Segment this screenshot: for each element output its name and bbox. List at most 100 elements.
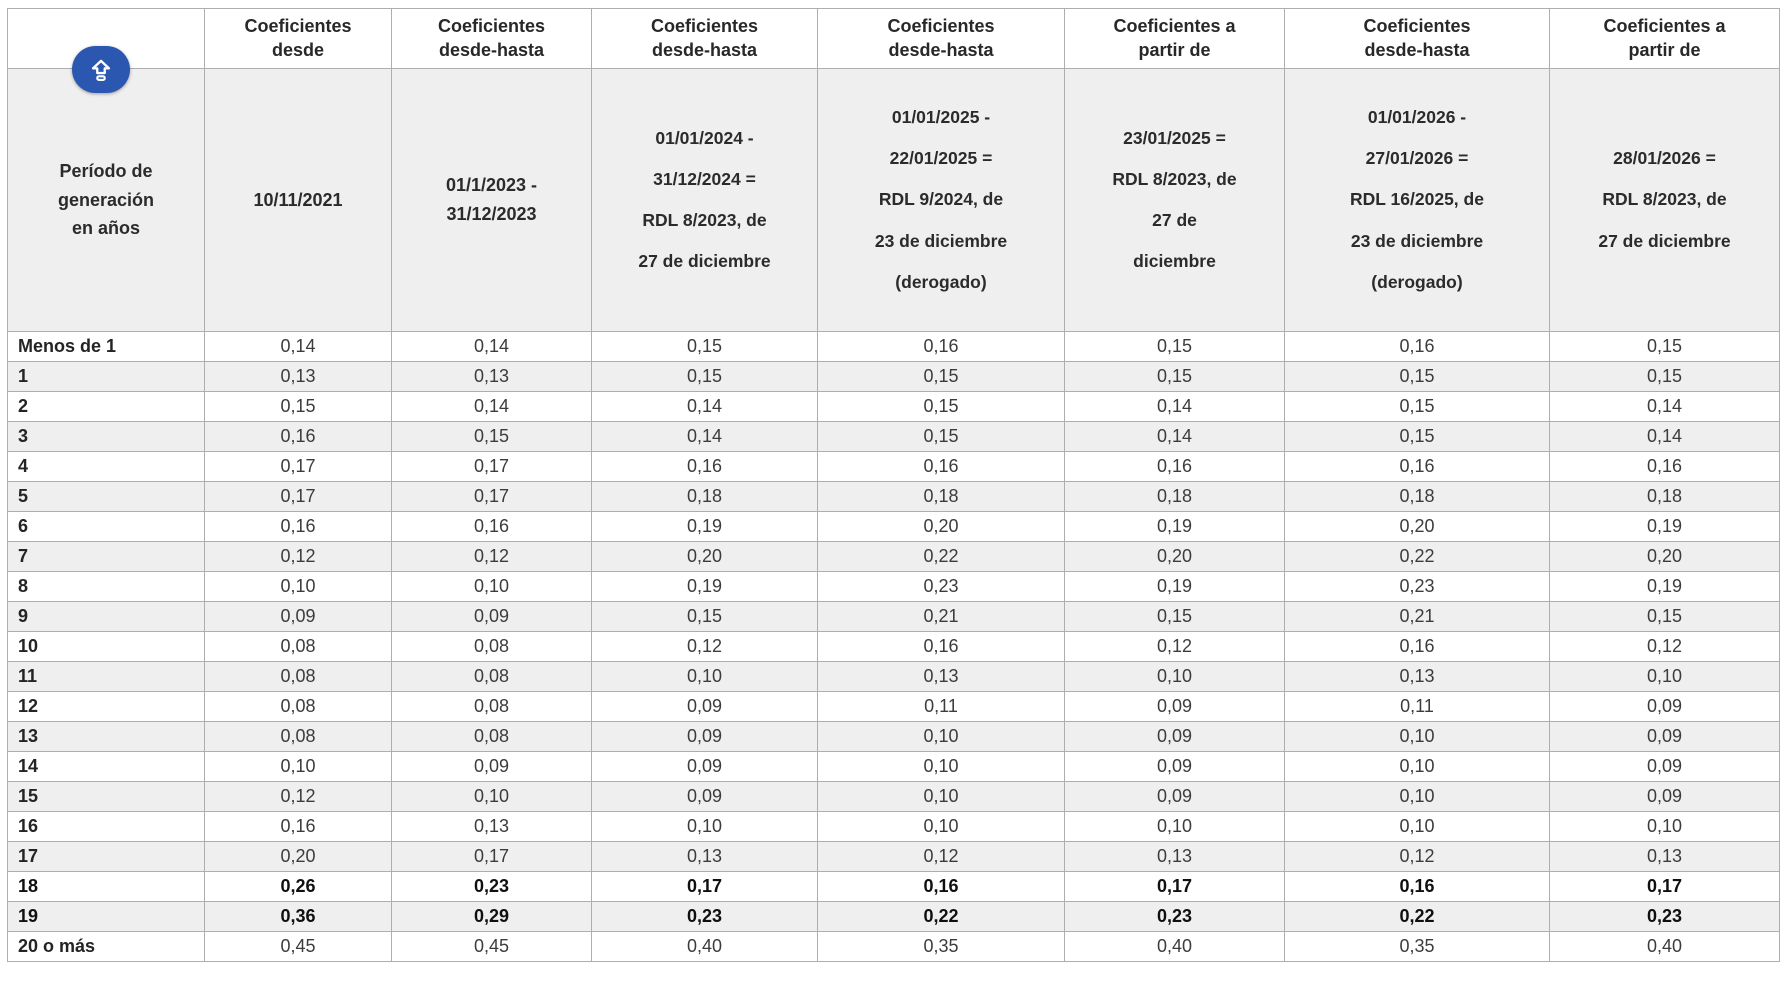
coef-cell: 0,10	[1064, 661, 1285, 692]
coef-cell: 0,09	[1549, 751, 1780, 782]
coef-cell: 0,18	[1284, 481, 1550, 512]
coef-cell: 0,15	[1549, 331, 1780, 362]
coef-cell: 0,10	[591, 811, 818, 842]
coef-cell: 0,15	[391, 421, 592, 452]
coef-cell: 0,09	[1549, 691, 1780, 722]
coef-cell: 0,15	[1549, 601, 1780, 632]
row-label: 15	[7, 781, 205, 812]
table-row: 6 0,16 0,16 0,19 0,20 0,19 0,20 0,19	[7, 511, 1780, 542]
coef-cell: 0,22	[817, 901, 1065, 932]
publish-icon	[87, 56, 115, 84]
row-label: 7	[7, 541, 205, 572]
coef-cell: 0,36	[204, 901, 392, 932]
period-header-cell: Período de generación en años	[7, 68, 205, 332]
coef-cell: 0,20	[591, 541, 818, 572]
coef-cell: 0,15	[1064, 601, 1285, 632]
coef-cell: 0,13	[1064, 841, 1285, 872]
coef-cell: 0,21	[1284, 601, 1550, 632]
coef-cell: 0,29	[391, 901, 592, 932]
coef-cell: 0,40	[591, 931, 818, 962]
coef-cell: 0,15	[1284, 421, 1550, 452]
table-row: 9 0,09 0,09 0,15 0,21 0,15 0,21 0,15	[7, 601, 1780, 632]
coef-cell: 0,12	[204, 781, 392, 812]
coef-cell: 0,08	[391, 721, 592, 752]
coef-cell: 0,16	[817, 871, 1065, 902]
coef-cell: 0,10	[817, 751, 1065, 782]
coef-cell: 0,15	[1064, 331, 1285, 362]
coef-cell: 0,20	[1284, 511, 1550, 542]
row-label: 13	[7, 721, 205, 752]
coef-cell: 0,45	[204, 931, 392, 962]
coef-cell: 0,08	[204, 691, 392, 722]
coef-cell: 0,10	[591, 661, 818, 692]
coef-cell: 0,16	[1284, 331, 1550, 362]
coef-cell: 0,12	[817, 841, 1065, 872]
coef-cell: 0,09	[1064, 721, 1285, 752]
coef-cell: 0,10	[1284, 811, 1550, 842]
table-row: 16 0,16 0,13 0,10 0,10 0,10 0,10 0,10	[7, 811, 1780, 842]
coef-cell: 0,13	[591, 841, 818, 872]
coef-cell: 0,19	[1064, 511, 1285, 542]
coef-cell: 0,10	[1549, 811, 1780, 842]
coef-cell: 0,19	[1549, 511, 1780, 542]
coef-cell: 0,09	[204, 601, 392, 632]
table-row: 12 0,08 0,08 0,09 0,11 0,09 0,11 0,09	[7, 691, 1780, 722]
coef-cell: 0,12	[1549, 631, 1780, 662]
header-cell: Coeficientes desde-hasta	[817, 8, 1065, 69]
coef-cell: 0,09	[1064, 751, 1285, 782]
coef-cell: 0,40	[1064, 931, 1285, 962]
coef-cell: 0,17	[204, 481, 392, 512]
header-cell: Coeficientes a partir de	[1064, 8, 1285, 69]
row-label: 6	[7, 511, 205, 542]
date-header-cell: 01/01/2025 - 22/01/2025 = RDL 9/2024, de…	[817, 68, 1065, 332]
coef-cell: 0,17	[204, 451, 392, 482]
table-row: 4 0,17 0,17 0,16 0,16 0,16 0,16 0,16	[7, 451, 1780, 482]
row-label: 16	[7, 811, 205, 842]
coef-cell: 0,14	[591, 391, 818, 422]
coef-cell: 0,13	[1284, 661, 1550, 692]
coef-cell: 0,16	[204, 421, 392, 452]
coef-cell: 0,20	[817, 511, 1065, 542]
table-row: 19 0,36 0,29 0,23 0,22 0,23 0,22 0,23	[7, 901, 1780, 932]
coef-cell: 0,15	[1549, 361, 1780, 392]
row-label: 10	[7, 631, 205, 662]
coef-cell: 0,08	[391, 661, 592, 692]
row-label: 11	[7, 661, 205, 692]
coef-cell: 0,15	[817, 421, 1065, 452]
coef-cell: 0,45	[391, 931, 592, 962]
header-cell: Coeficientes desde-hasta	[391, 8, 592, 69]
coef-cell: 0,13	[204, 361, 392, 392]
table-row: 11 0,08 0,08 0,10 0,13 0,10 0,13 0,10	[7, 661, 1780, 692]
coef-cell: 0,20	[204, 841, 392, 872]
update-table-button[interactable]	[72, 46, 130, 93]
coef-cell: 0,16	[204, 511, 392, 542]
coef-cell: 0,14	[1064, 391, 1285, 422]
coef-cell: 0,12	[591, 631, 818, 662]
row-label: 17	[7, 841, 205, 872]
date-header-cell: 10/11/2021	[204, 68, 392, 332]
table-row: 18 0,26 0,23 0,17 0,16 0,17 0,16 0,17	[7, 871, 1780, 902]
coef-cell: 0,16	[817, 331, 1065, 362]
header-cell: Coeficientes a partir de	[1549, 8, 1780, 69]
coef-cell: 0,23	[1549, 901, 1780, 932]
date-header-cell: 01/01/2024 - 31/12/2024 = RDL 8/2023, de…	[591, 68, 818, 332]
coef-cell: 0,14	[1549, 421, 1780, 452]
coef-cell: 0,09	[1064, 781, 1285, 812]
coef-cell: 0,18	[591, 481, 818, 512]
coef-cell: 0,23	[391, 871, 592, 902]
header-row-dates: Período de generación en años 10/11/2021…	[7, 68, 1780, 332]
header-row-types: Coeficientes desde Coeficientes desde-ha…	[7, 8, 1780, 69]
coef-cell: 0,40	[1549, 931, 1780, 962]
row-label: 18	[7, 871, 205, 902]
header-cell: Coeficientes desde	[204, 8, 392, 69]
coef-cell: 0,11	[1284, 691, 1550, 722]
row-label: 4	[7, 451, 205, 482]
coef-cell: 0,12	[204, 541, 392, 572]
table-body: Menos de 1 0,14 0,14 0,15 0,16 0,15 0,16 0,15 1 0…	[7, 331, 1780, 962]
date-header-cell: 28/01/2026 = RDL 8/2023, de 27 de diciem…	[1549, 68, 1780, 332]
coef-cell: 0,15	[591, 361, 818, 392]
row-label: 8	[7, 571, 205, 602]
coef-cell: 0,23	[1064, 901, 1285, 932]
row-label: 3	[7, 421, 205, 452]
